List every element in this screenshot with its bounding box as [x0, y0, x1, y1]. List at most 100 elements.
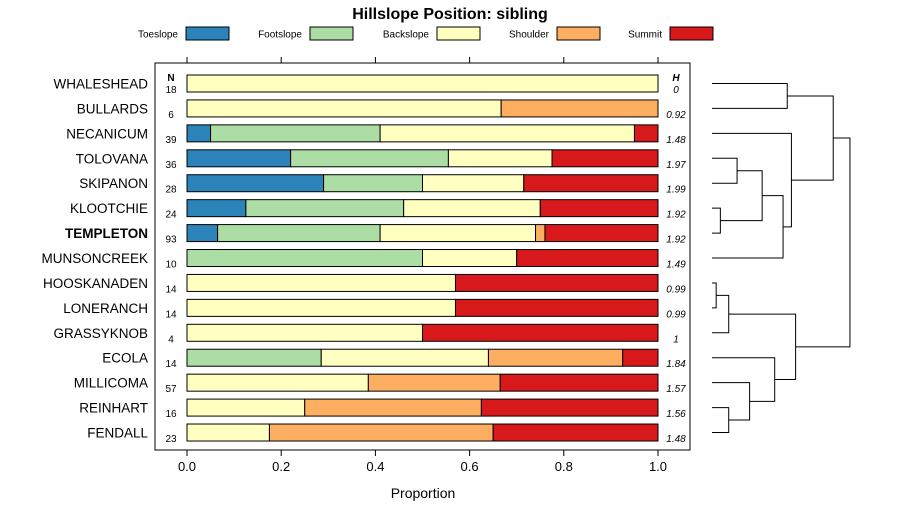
bar-segment-skipanon-footslope — [323, 174, 423, 193]
n-value-munsoncreek: 10 — [165, 260, 177, 271]
bar-segment-fendall-backslope — [186, 423, 270, 442]
bar-segment-templeton-summit — [544, 224, 659, 243]
bar-segment-munsoncreek-summit — [516, 249, 659, 268]
bar-segment-ecola-shoulder — [487, 348, 624, 367]
bar-segment-reinhart-shoulder — [304, 398, 482, 417]
n-header: N — [167, 73, 174, 84]
plot-frame — [154, 62, 691, 451]
n-value-hooskanaden: 14 — [165, 284, 177, 295]
h-value-millicoma: 1.57 — [666, 384, 686, 395]
dendrogram-branch-13 — [795, 137, 851, 348]
chart-title: Hillslope Position: sibling — [352, 6, 548, 23]
bar-segment-necanicum-footslope — [210, 124, 381, 143]
n-value-ecola: 14 — [165, 359, 177, 370]
bar-segment-tolovana-footslope — [290, 149, 449, 168]
h-value-munsoncreek: 1.49 — [666, 260, 686, 271]
h-value-klootchie: 1.92 — [666, 210, 686, 221]
category-labels: WHALESHEAD BULLARDS NECANICUM TOLOVANA SKIPA… — [41, 77, 148, 441]
h-value-tolovana: 1.97 — [666, 160, 686, 171]
category-label-fendall: FENDALL — [87, 426, 148, 441]
bar-segment-skipanon-summit — [523, 174, 659, 193]
category-label-grassyknob: GRASSYKNOB — [53, 326, 148, 341]
bar-segment-klootchie-summit — [539, 199, 659, 218]
bar-segment-fendall-summit — [492, 423, 659, 442]
x-tick-label-2: 0.4 — [366, 459, 384, 474]
n-value-necanicum: 39 — [165, 135, 177, 146]
x-tick-label-0: 0.0 — [178, 459, 196, 474]
dendrogram — [712, 83, 851, 434]
x-axis-label: Proportion — [391, 485, 456, 501]
legend-swatch-shoulder — [556, 26, 601, 41]
bar-segment-grassyknob-backslope — [186, 323, 423, 342]
legend-label-shoulder: Shoulder — [509, 30, 550, 41]
bar-segment-munsoncreek-backslope — [422, 249, 518, 268]
bar-segment-necanicum-summit — [633, 124, 659, 143]
h-value-bullards: 0.92 — [666, 110, 686, 121]
bar-segment-klootchie-backslope — [403, 199, 541, 218]
bar-segment-klootchie-toeslope — [186, 199, 247, 218]
bar-segment-ecola-summit — [622, 348, 659, 367]
bar-segment-loneranch-summit — [454, 298, 659, 317]
bar-segment-hooskanaden-summit — [454, 273, 659, 292]
category-label-tolovana: TOLOVANA — [76, 151, 148, 166]
h-value-necanicum: 1.48 — [666, 135, 686, 146]
n-value-bullards: 6 — [168, 110, 174, 121]
h-value-grassyknob: 1 — [673, 334, 679, 345]
category-label-bullards: BULLARDS — [77, 101, 148, 116]
category-label-templeton: TEMPLETON — [65, 226, 148, 241]
n-value-millicoma: 57 — [165, 384, 177, 395]
h-value-hooskanaden: 0.99 — [666, 284, 686, 295]
h-value-fendall: 1.48 — [666, 434, 686, 445]
bar-segment-templeton-toeslope — [186, 224, 219, 243]
x-tick-label-3: 0.6 — [461, 459, 479, 474]
category-label-reinhart: REINHART — [79, 401, 148, 416]
bar-segment-ecola-backslope — [320, 348, 489, 367]
category-label-klootchie: KLOOTCHIE — [70, 201, 148, 216]
legend-label-backslope: Backslope — [383, 30, 430, 41]
bar-segment-tolovana-backslope — [447, 149, 553, 168]
legend-label-footslope: Footslope — [258, 30, 302, 41]
bar-segment-reinhart-backslope — [186, 398, 306, 417]
bar-segment-munsoncreek-footslope — [186, 249, 423, 268]
legend: Toeslope Footslope Backslope Shoulder Summit — [138, 26, 714, 41]
bar-segment-millicoma-backslope — [186, 373, 369, 392]
category-label-whaleshead: WHALESHEAD — [53, 77, 148, 92]
bar-segment-tolovana-toeslope — [186, 149, 292, 168]
category-label-loneranch: LONERANCH — [63, 301, 148, 316]
n-value-templeton: 93 — [165, 235, 177, 246]
category-label-ecola: ECOLA — [102, 351, 148, 366]
bar-segment-grassyknob-summit — [422, 323, 659, 342]
bar-segment-templeton-footslope — [217, 224, 381, 243]
bar-segment-whaleshead-backslope — [186, 74, 659, 93]
legend-label-toeslope: Toeslope — [138, 30, 178, 41]
legend-swatch-footslope — [309, 26, 354, 41]
category-label-hooskanaden: HOOSKANADEN — [43, 276, 148, 291]
bar-segment-reinhart-summit — [480, 398, 659, 417]
h-value-ecola: 1.84 — [666, 359, 686, 370]
bar-segment-millicoma-shoulder — [367, 373, 501, 392]
x-tick-label-1: 0.2 — [272, 459, 290, 474]
bar-segment-templeton-shoulder — [535, 224, 546, 243]
bar-segment-ecola-footslope — [186, 348, 322, 367]
n-value-klootchie: 24 — [165, 210, 177, 221]
legend-label-summit: Summit — [628, 30, 662, 41]
bar-segment-skipanon-backslope — [422, 174, 525, 193]
x-axis: 0.0 0.2 0.4 0.6 0.8 1.0 — [178, 57, 667, 474]
h-header: H — [672, 73, 680, 84]
bar-segment-fendall-shoulder — [268, 423, 494, 442]
h-value-reinhart: 1.56 — [666, 409, 686, 420]
category-label-munsoncreek: MUNSONCREEK — [41, 251, 148, 266]
bar-segment-millicoma-summit — [499, 373, 659, 392]
legend-swatch-backslope — [436, 26, 481, 41]
bars-group — [186, 74, 659, 442]
bar-segment-klootchie-footslope — [245, 199, 405, 218]
h-value-templeton: 1.92 — [666, 235, 686, 246]
legend-swatch-summit — [669, 26, 714, 41]
n-value-grassyknob: 4 — [168, 334, 174, 345]
h-value-skipanon: 1.99 — [666, 185, 686, 196]
category-label-necanicum: NECANICUM — [66, 126, 148, 141]
n-value-skipanon: 28 — [165, 185, 177, 196]
n-value-tolovana: 36 — [165, 160, 177, 171]
bar-segment-hooskanaden-backslope — [186, 273, 456, 292]
